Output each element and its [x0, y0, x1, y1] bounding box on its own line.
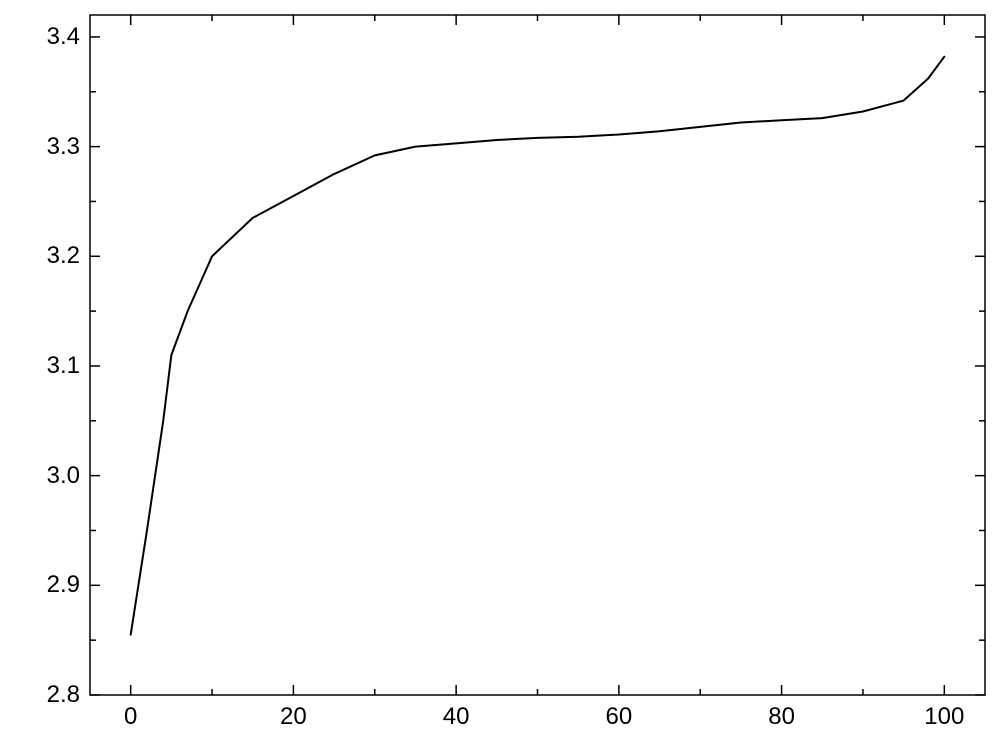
x-tick-label: 80 — [768, 705, 795, 729]
y-tick-label: 3.4 — [20, 25, 80, 49]
y-tick-label: 2.9 — [20, 573, 80, 597]
x-tick-label: 60 — [606, 705, 633, 729]
x-tick-label: 100 — [924, 705, 964, 729]
y-tick-label: 3.3 — [20, 135, 80, 159]
y-tick-label: 3.2 — [20, 244, 80, 268]
y-tick-label: 2.8 — [20, 683, 80, 707]
chart-container: 0 20 40 60 80 100 2.8 2.9 3.0 3.1 3.2 3.3 3.4 — [0, 0, 1000, 747]
chart-svg — [0, 0, 1000, 747]
x-tick-label: 40 — [443, 705, 470, 729]
y-tick-label: 3.0 — [20, 464, 80, 488]
plot-border — [90, 15, 985, 695]
x-tick-label: 20 — [280, 705, 307, 729]
series-curve — [131, 57, 945, 635]
x-tick-label: 0 — [124, 705, 137, 729]
y-tick-label: 3.1 — [20, 354, 80, 378]
